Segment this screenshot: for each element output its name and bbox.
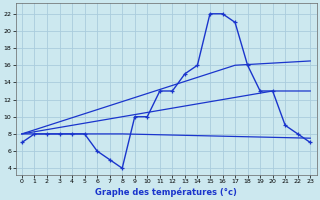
X-axis label: Graphe des températures (°c): Graphe des températures (°c) [95, 187, 237, 197]
